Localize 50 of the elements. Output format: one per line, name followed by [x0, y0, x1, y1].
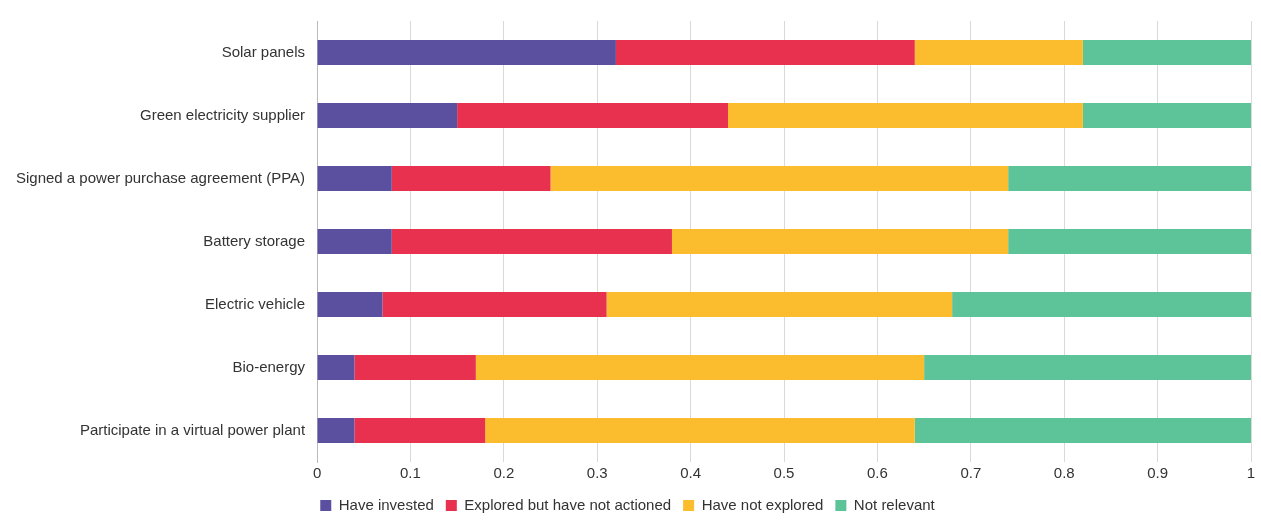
y-tick-label: Green electricity supplier	[139, 105, 306, 123]
bar	[1008, 228, 1251, 255]
bar	[391, 165, 551, 192]
bar	[475, 354, 925, 381]
bar	[317, 417, 355, 444]
bar	[671, 228, 1009, 255]
legend-label: Have invested	[338, 495, 434, 513]
bar	[354, 354, 476, 381]
bar	[1082, 39, 1251, 66]
bar	[317, 39, 616, 66]
x-tick-label: 0.8	[1053, 464, 1075, 482]
bar	[457, 102, 728, 129]
bar	[606, 291, 953, 318]
x-tick-label: 0.9	[1147, 464, 1169, 482]
y-tick-label: Participate in a virtual power plant	[79, 420, 306, 438]
x-tick-label: 0.3	[586, 464, 608, 482]
legend-label: Not relevant	[853, 495, 936, 513]
x-tick-label: 0	[312, 464, 322, 482]
bar	[317, 354, 355, 381]
x-tick-label: 0.2	[493, 464, 515, 482]
bar	[615, 39, 915, 66]
y-tick-label: Battery storage	[203, 231, 306, 249]
bar	[952, 291, 1251, 318]
bar	[391, 228, 672, 255]
bar	[382, 291, 607, 318]
bar	[317, 291, 383, 318]
bar	[1008, 165, 1251, 192]
bar	[317, 228, 392, 255]
bar	[914, 39, 1083, 66]
x-tick-label: 1	[1246, 464, 1256, 482]
x-tick-label: 0.5	[773, 464, 795, 482]
bar	[485, 417, 915, 444]
x-tick-label: 0.7	[960, 464, 982, 482]
legend-label: Have not explored	[701, 495, 824, 513]
bar	[317, 102, 458, 129]
bar	[924, 354, 1251, 381]
x-tick-label: 0.4	[680, 464, 702, 482]
legend-label: Explored but have not actioned	[464, 495, 672, 513]
y-tick-label: Bio-energy	[232, 357, 306, 375]
bar	[914, 417, 1251, 444]
bar	[550, 165, 1009, 192]
bar	[727, 102, 1083, 129]
bar	[1082, 102, 1251, 129]
y-tick-label: Electric vehicle	[205, 294, 306, 312]
bar	[354, 417, 486, 444]
x-tick-label: 0.6	[866, 464, 888, 482]
bar	[317, 165, 392, 192]
y-tick-label: Signed a power purchase agreement (PPA)	[15, 168, 306, 186]
y-tick-label: Solar panels	[221, 42, 306, 60]
x-tick-label: 0.1	[400, 464, 421, 482]
